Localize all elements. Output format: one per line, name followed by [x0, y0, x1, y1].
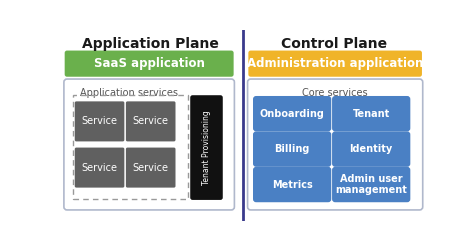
FancyBboxPatch shape — [332, 131, 410, 167]
FancyBboxPatch shape — [126, 101, 175, 141]
Text: Metrics: Metrics — [272, 180, 312, 189]
FancyBboxPatch shape — [332, 167, 410, 202]
Text: Service: Service — [133, 163, 169, 173]
Text: Service: Service — [133, 116, 169, 126]
Text: SaaS application: SaaS application — [94, 57, 205, 70]
Text: Service: Service — [82, 116, 118, 126]
FancyBboxPatch shape — [247, 79, 423, 210]
Text: Administration application: Administration application — [247, 57, 423, 70]
Text: Tenant: Tenant — [353, 109, 390, 119]
FancyBboxPatch shape — [190, 95, 223, 200]
Text: Core services: Core services — [302, 88, 368, 97]
Text: Control Plane: Control Plane — [281, 37, 387, 52]
FancyBboxPatch shape — [253, 167, 331, 202]
Text: Onboarding: Onboarding — [260, 109, 325, 119]
Text: Application Plane: Application Plane — [82, 37, 219, 52]
Text: Identity: Identity — [349, 144, 393, 154]
FancyBboxPatch shape — [75, 148, 124, 187]
FancyBboxPatch shape — [64, 51, 234, 77]
FancyBboxPatch shape — [253, 131, 331, 167]
Text: Billing: Billing — [274, 144, 310, 154]
Text: Tenant Provisioning: Tenant Provisioning — [202, 110, 211, 185]
FancyBboxPatch shape — [332, 96, 410, 131]
FancyBboxPatch shape — [126, 148, 175, 187]
Bar — [73, 95, 188, 199]
FancyBboxPatch shape — [248, 51, 422, 77]
Text: Application services: Application services — [80, 88, 178, 97]
FancyBboxPatch shape — [75, 101, 124, 141]
Text: Service: Service — [82, 163, 118, 173]
FancyBboxPatch shape — [253, 96, 331, 131]
FancyBboxPatch shape — [64, 79, 235, 210]
Text: Admin user
management: Admin user management — [335, 174, 407, 195]
